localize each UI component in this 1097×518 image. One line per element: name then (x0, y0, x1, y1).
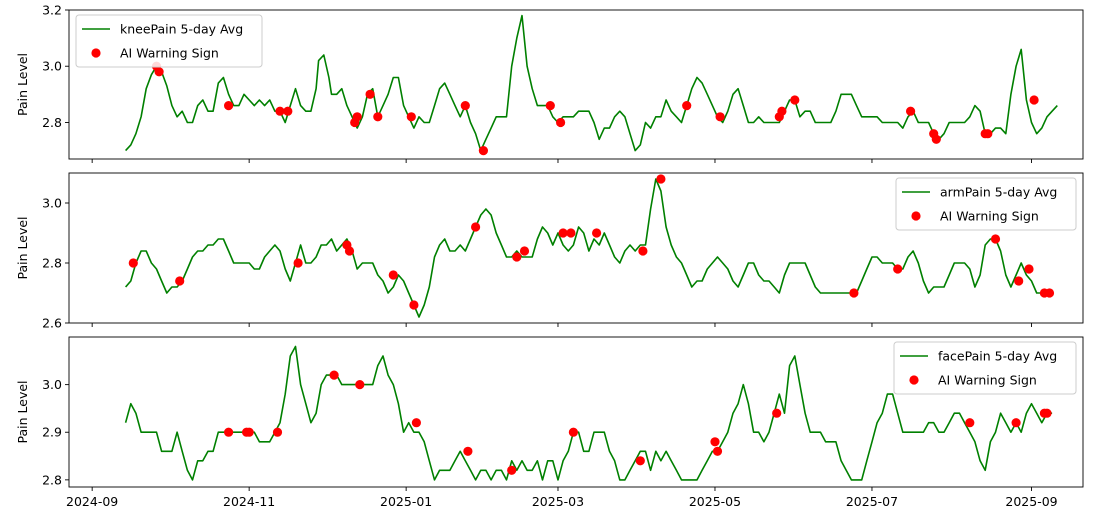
warning-marker (558, 228, 568, 238)
warning-marker (682, 101, 692, 111)
warning-marker (556, 117, 566, 128)
x-tick-label: 2024-09 (66, 494, 118, 509)
warning-marker (507, 465, 517, 475)
warning-marker (893, 264, 903, 274)
warning-marker (983, 129, 993, 139)
plot-frame (68, 9, 1084, 160)
y-axis-label: Pain Level (15, 380, 30, 443)
legend-label: facePain 5-day Avg (938, 349, 1057, 364)
legend-label: AI Warning Sign (940, 209, 1039, 224)
x-tick-label: 2025-07 (846, 494, 898, 509)
y-tick-label: 2.8 (42, 115, 62, 130)
warning-marker (329, 370, 339, 380)
warning-marker (244, 427, 254, 437)
warning-marker (715, 112, 725, 122)
warning-marker (772, 408, 782, 418)
plot-frame (68, 336, 1084, 488)
plot-frame (68, 172, 1084, 324)
warning-marker (566, 228, 576, 238)
legend: facePain 5-day Avg AI Warning Sign (893, 341, 1077, 395)
legend-label: kneePain 5-day Avg (120, 22, 243, 37)
warning-marker (710, 437, 720, 447)
warning-marker (1042, 408, 1052, 418)
x-tick-label: 2025-03 (532, 494, 584, 509)
warning-marker (355, 380, 365, 390)
warning-marker (519, 246, 530, 256)
warning-marker (272, 427, 283, 437)
warning-marker (365, 89, 375, 99)
warning-marker (777, 106, 787, 116)
warning-marker (1014, 276, 1024, 286)
warning-marker (635, 456, 645, 466)
y-tick-label: 3.0 (42, 59, 62, 74)
warning-marker (275, 106, 285, 116)
legend: armPain 5-day Avg AI Warning Sign (895, 177, 1077, 231)
warning-marker (406, 112, 416, 122)
warning-marker (471, 222, 481, 232)
warning-marker (638, 246, 648, 256)
warning-marker (463, 446, 473, 456)
legend-marker-swatch (91, 48, 101, 58)
x-tick-label: 2024-11 (223, 494, 275, 509)
warning-marker (175, 276, 185, 286)
warning-marker (592, 228, 602, 238)
warning-marker (568, 427, 579, 437)
panel-2: 2.6 2.8 3.0 Pain Level armPain 5-day Avg AI W… (15, 172, 1084, 331)
warning-marker (849, 288, 859, 298)
legend-box (895, 177, 1077, 231)
warning-marker (712, 446, 723, 456)
x-tick-label: 2025-01 (380, 494, 432, 509)
warning-marker (411, 418, 421, 428)
warning-marker (460, 101, 470, 111)
y-tick-label: 3.0 (42, 377, 62, 392)
warning-marker (990, 234, 1001, 244)
warning-marker (1044, 288, 1055, 298)
y-tick-label: 3.0 (42, 196, 62, 211)
warning-marker (283, 106, 293, 116)
legend-marker-swatch (911, 211, 921, 221)
warning-marker (224, 101, 234, 111)
warning-marker (1024, 264, 1034, 274)
warning-marker (373, 112, 383, 122)
y-axis-label: Pain Level (15, 216, 30, 279)
legend-label: AI Warning Sign (938, 373, 1037, 388)
panel-1: 2.8 3.0 3.2 Pain Level kneePain 5-day Avg AI … (15, 3, 1084, 163)
legend-box (893, 341, 1077, 395)
warning-marker (388, 270, 398, 280)
panel-3: 2.8 2.9 3.0 2024-09 2024-11 2025-01 2025-03 202… (15, 336, 1084, 509)
warning-marker (931, 134, 941, 144)
warning-marker (352, 112, 362, 122)
series-line (124, 178, 1047, 318)
warning-marker (224, 427, 234, 437)
y-axis-label: Pain Level (15, 53, 30, 116)
series-line (124, 345, 1053, 481)
warning-marker (1029, 95, 1039, 105)
warning-marker (545, 101, 555, 111)
warning-marker (293, 258, 303, 268)
warning-marker (656, 174, 666, 184)
warning-marker (409, 300, 419, 310)
warning-marker (512, 252, 522, 262)
legend-marker-swatch (909, 375, 919, 385)
warning-marker (790, 95, 800, 105)
y-tick-label: 2.6 (42, 316, 62, 331)
x-tick-label: 2025-05 (689, 494, 741, 509)
x-tick-label: 2025-09 (1005, 494, 1057, 509)
legend: kneePain 5-day Avg AI Warning Sign (75, 14, 263, 68)
warning-marker (344, 246, 355, 256)
warning-marker (1011, 418, 1021, 428)
y-tick-label: 2.8 (42, 256, 62, 271)
warning-marker (128, 258, 138, 268)
y-tick-label: 2.9 (42, 425, 62, 440)
legend-label: AI Warning Sign (120, 46, 219, 61)
warning-marker (906, 106, 916, 116)
y-tick-label: 3.2 (42, 3, 62, 18)
warning-marker (965, 418, 975, 428)
warning-marker (154, 67, 164, 77)
legend-box (75, 14, 263, 68)
y-tick-label: 2.8 (42, 472, 62, 487)
legend-label: armPain 5-day Avg (940, 185, 1057, 200)
warning-marker (478, 146, 488, 156)
